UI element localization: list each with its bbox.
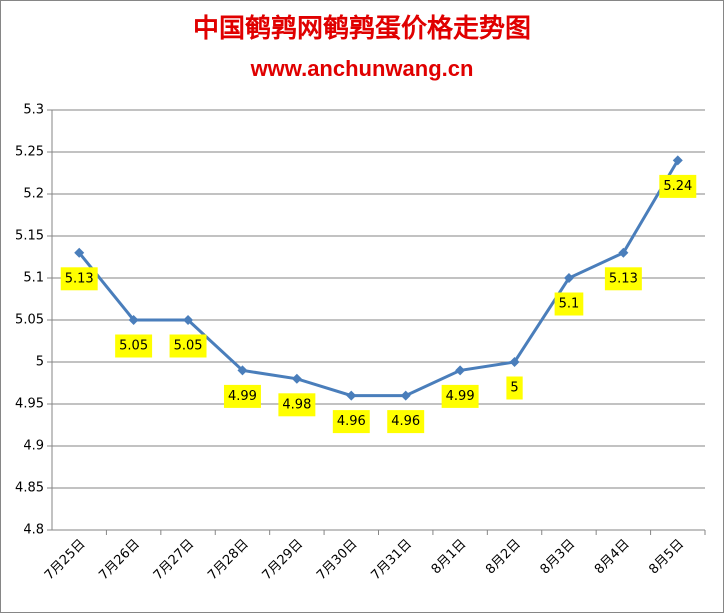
y-tick-label: 5.3: [23, 103, 44, 118]
data-point: [183, 315, 194, 325]
y-tick-label: 5: [36, 355, 44, 370]
data-label-box: [441, 384, 479, 408]
data-label-text: 4.99: [446, 389, 475, 404]
data-label-text: 4.96: [337, 414, 366, 429]
data-label-box: [60, 267, 98, 291]
data-label-text: 5.05: [174, 339, 203, 354]
data-label-box: [169, 334, 207, 358]
data-line: [78, 159, 680, 398]
data-label: 4.99: [441, 384, 479, 408]
data-label: 5.1: [554, 292, 584, 316]
data-label: 4.96: [332, 410, 370, 434]
y-tick-label: 4.85: [15, 481, 44, 496]
data-point: [74, 247, 85, 258]
data-label: 5: [506, 376, 523, 400]
data-label: 4.99: [223, 384, 261, 408]
data-label-text: 5.13: [609, 271, 638, 286]
data-point: [509, 357, 520, 367]
data-point: [291, 373, 302, 384]
data-label-text: 5.05: [119, 339, 148, 354]
data-label-box: [659, 174, 697, 198]
y-tick-label: 4.9: [23, 439, 44, 454]
data-label-text: 5: [510, 381, 518, 396]
data-label: 5.05: [115, 334, 153, 358]
y-tick-label: 5.2: [23, 187, 44, 202]
data-label-text: 5.13: [65, 271, 94, 286]
data-label: 5.24: [659, 174, 697, 198]
y-tick-label: 4.95: [15, 397, 44, 412]
data-label: 5.05: [169, 334, 207, 358]
data-label: 5.13: [604, 267, 642, 291]
data-label: 4.96: [387, 410, 425, 434]
chart-title: 中国鹌鹑网鹌鹑蛋价格走势图: [193, 13, 531, 44]
data-label: 4.98: [278, 393, 316, 417]
data-label-text: 5.1: [559, 297, 580, 312]
y-tick-label: 5.15: [15, 229, 44, 244]
data-point: [455, 365, 466, 376]
data-label-box: [387, 410, 425, 434]
data-point: [563, 273, 574, 283]
data-label-text: 5.24: [663, 179, 692, 194]
data-point: [672, 155, 683, 166]
y-tick-label: 5.05: [15, 313, 44, 328]
data-label-text: 4.98: [282, 397, 311, 412]
data-label-box: [554, 292, 584, 316]
y-tick-label: 5.25: [15, 145, 44, 160]
data-point: [346, 390, 357, 401]
data-label-box: [604, 267, 642, 291]
data-label-box: [332, 410, 370, 434]
data-point: [128, 315, 139, 325]
data-label-text: 4.99: [228, 389, 257, 404]
data-label-text: 4.96: [391, 414, 420, 429]
data-point: [400, 390, 411, 401]
data-label-box: [115, 334, 153, 358]
data-point: [237, 365, 248, 376]
data-label: 5.13: [60, 267, 98, 291]
data-point: [618, 247, 629, 258]
data-label-box: [223, 384, 261, 408]
data-label-box: [278, 393, 316, 417]
y-tick-label: 5.1: [23, 271, 44, 286]
data-label-box: [506, 376, 523, 400]
y-tick-label: 4.8: [23, 523, 44, 538]
chart-subtitle: www.anchunwang.cn: [250, 56, 474, 81]
